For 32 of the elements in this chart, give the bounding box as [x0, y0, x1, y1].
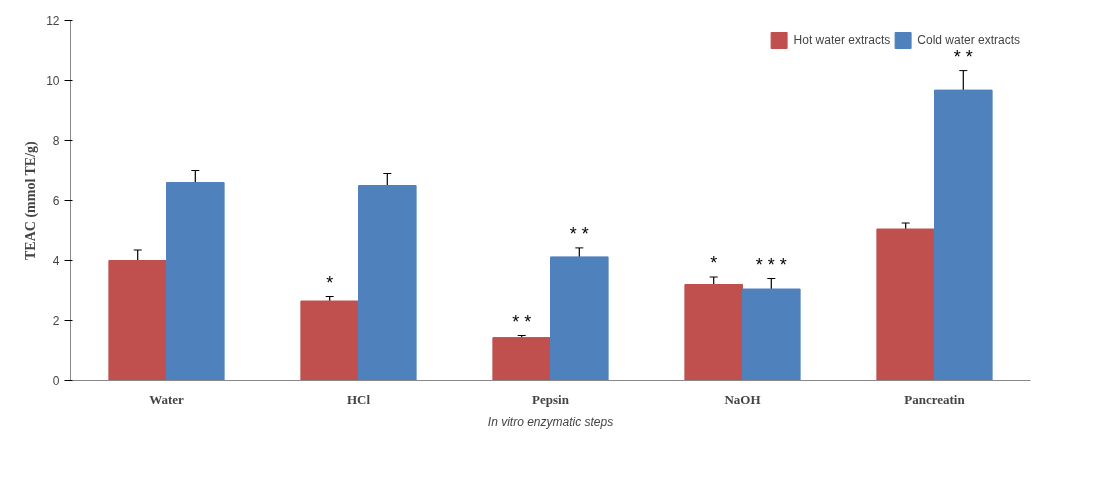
bar [300, 300, 359, 381]
y-tick-label: 4 [52, 254, 60, 268]
annotation: * * * [755, 254, 787, 275]
annotation: * * [569, 223, 589, 244]
bar [934, 89, 993, 381]
y-tick-label: 6 [52, 194, 60, 208]
y-tick-label: 12 [46, 14, 60, 28]
y-tick-label: 8 [52, 134, 60, 148]
bar [166, 182, 225, 381]
bar [742, 288, 801, 381]
y-tick-label: 2 [52, 314, 60, 328]
x-tick-label: HCl [346, 391, 371, 407]
bar [108, 260, 167, 381]
bar [876, 228, 935, 381]
x-tick-label: Water [149, 391, 185, 407]
legend-label: Cold water extracts [917, 33, 1020, 47]
bar [550, 256, 609, 381]
annotation: * [326, 272, 334, 293]
annotation: * * [953, 46, 973, 67]
bar [358, 185, 417, 381]
x-tick-label: NaOH [724, 391, 761, 407]
legend-label: Hot water extracts [793, 33, 891, 47]
annotation: * [710, 253, 718, 273]
y-tick-label: 0 [52, 374, 60, 388]
annotation: * * [512, 311, 532, 332]
x-tick-label: Pancreatin [904, 391, 966, 407]
y-axis-title: TEAC (mmol TE/g) [23, 140, 40, 260]
bar [492, 337, 551, 381]
bar [684, 284, 743, 381]
y-tick-label: 10 [46, 74, 60, 88]
x-axis-title: In vitro enzymatic steps [487, 414, 614, 429]
x-tick-label: Pepsin [532, 391, 570, 407]
